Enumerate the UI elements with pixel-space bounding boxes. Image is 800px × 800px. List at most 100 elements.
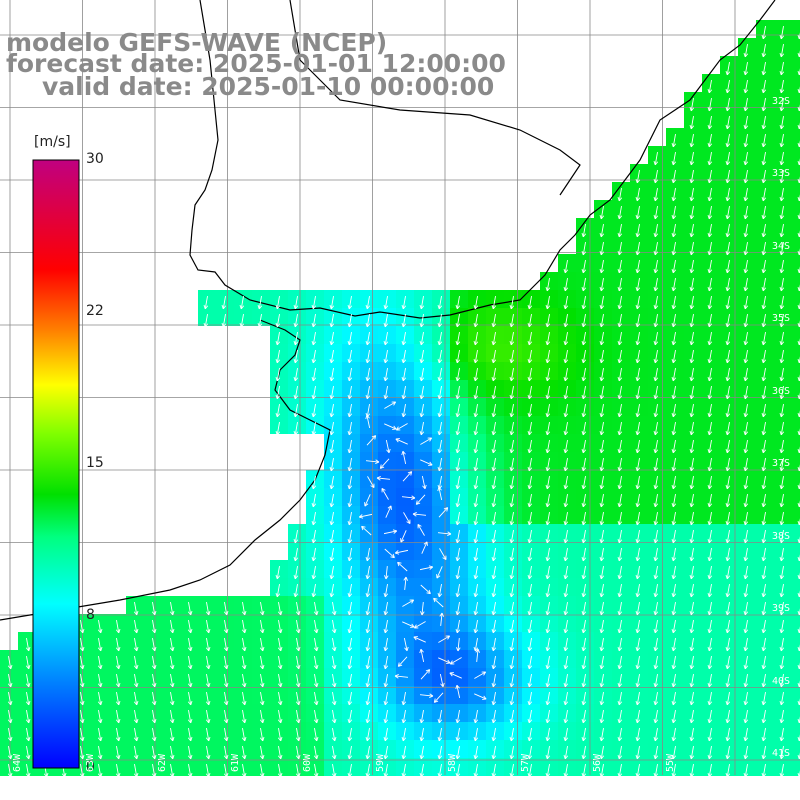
wind-arrow [779,133,785,148]
wind-arrow [725,295,731,310]
wind-arrow [671,349,677,364]
wind-arrow [743,457,749,472]
wind-arrow [491,331,497,346]
wind-arrow [412,511,427,517]
wind-arrow [689,313,695,328]
wind-arrow [779,223,785,238]
wind-arrow [491,493,497,508]
wind-arrow [563,367,569,382]
wind-arrow [599,529,605,544]
wind-arrow [617,511,623,526]
wind-arrow [420,459,433,466]
wind-arrow [545,331,551,346]
wind-arrow [473,475,479,490]
wind-arrow [563,295,569,310]
wind-arrow [671,331,677,346]
wind-arrow [311,403,317,418]
wind-arrow [419,367,425,382]
wind-arrow [743,151,749,166]
wind-arrow [401,450,407,465]
wind-arrow [527,511,533,526]
wind-arrow [365,414,371,429]
wind-arrow [635,295,641,310]
wind-arrow [384,401,397,409]
wind-arrow [725,385,731,400]
wind-arrow [743,313,749,328]
wind-arrow [671,277,677,292]
wind-arrow [509,439,515,454]
wind-arrow [689,331,695,346]
wind-arrow [761,223,767,238]
wind-cell [792,740,800,758]
wind-arrow [653,331,659,346]
wind-arrow [395,423,408,431]
wind-arrow [761,403,767,418]
wind-arrow [743,277,749,292]
wind-cell [792,128,800,146]
wind-arrow [725,277,731,292]
wind-arrow [311,529,317,544]
wind-arrow [599,205,605,220]
wind-arrow [563,259,569,274]
wind-arrow [779,43,785,58]
wind-arrow [329,457,335,472]
lat-label: 38S [772,531,791,542]
wind-arrow [725,259,731,274]
wind-arrow [689,151,695,166]
wind-arrow [455,295,461,310]
wind-arrow [455,475,461,490]
wind-arrow [581,367,587,382]
wind-arrow [617,277,623,292]
wind-arrow [545,367,551,382]
wind-arrow [421,475,427,490]
wind-arrow [347,331,353,346]
wind-arrow [527,367,533,382]
wind-arrow [527,349,533,364]
wind-arrow [761,43,767,58]
wind-arrow [743,133,749,148]
wind-arrow [671,133,677,148]
wind-arrow [509,331,515,346]
wind-arrow [527,385,533,400]
wind-arrow [725,403,731,418]
wind-arrow [617,385,623,400]
wind-arrow [383,295,389,310]
wind-arrow [725,331,731,346]
wind-arrow [689,133,695,148]
wind-arrow [761,259,767,274]
wind-arrow [293,529,299,544]
wind-arrow [563,457,569,472]
wind-arrow [599,511,605,526]
wind-arrow [420,437,433,445]
wind-arrow [743,349,749,364]
wind-arrow [725,223,731,238]
wind-arrow [599,349,605,364]
wind-arrow [329,403,335,418]
wind-arrow [203,313,209,328]
wind-arrow [361,525,372,536]
wind-arrow [635,241,641,256]
wind-arrow [761,115,767,130]
wind-arrow [385,505,392,518]
wind-arrows [7,25,800,778]
wind-arrow [725,187,731,202]
wind-arrow [347,439,353,454]
wind-arrow [725,457,731,472]
wind-arrow [401,385,407,400]
wind-arrow [743,385,749,400]
wind-arrow [311,385,317,400]
wind-arrow [581,439,587,454]
wind-arrow [545,529,551,544]
wind-arrow [329,295,335,310]
wind-arrow [455,493,461,508]
wind-arrow [743,421,749,436]
wind-arrow [761,313,767,328]
wind-arrow [599,475,605,490]
wind-arrow [293,547,299,562]
wind-cell [792,254,800,272]
wind-arrow [707,367,713,382]
wind-arrow [275,295,281,310]
wind-arrow [761,439,767,454]
wind-arrow [329,331,335,346]
wind-arrow [581,457,587,472]
